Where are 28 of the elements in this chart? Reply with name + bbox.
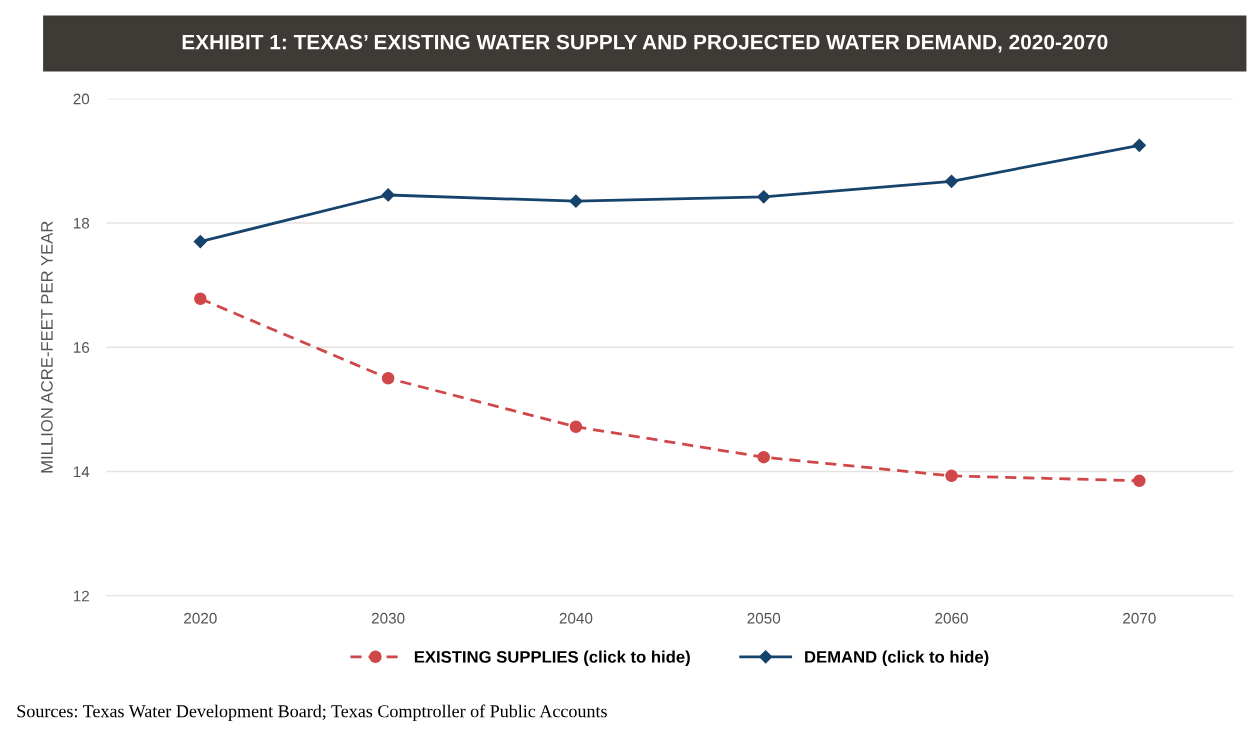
legend-label: EXISTING SUPPLIES (click to hide) [414, 650, 690, 667]
point [757, 190, 771, 204]
point [1133, 474, 1146, 488]
x-tick-label: 2030 [371, 612, 405, 624]
point [945, 469, 958, 483]
point [757, 450, 770, 464]
source-note: Sources: Texas Water Development Board; Texas Comptroller of Public Accounts [17, 704, 607, 721]
y-axis-title: MILLION ACRE-FEET PER YEAR [41, 221, 53, 473]
chart-title: EXHIBIT 1: TEXAS’ EXISTING WATER SUPPLY AND PROJECTED WATER DEMAND, 2020-2070 [182, 34, 1108, 53]
point [569, 420, 583, 434]
point [1132, 138, 1146, 152]
x-tick-label: 2040 [559, 612, 593, 624]
point [944, 174, 959, 188]
y-tick-label: 18 [73, 217, 90, 229]
point [381, 372, 395, 385]
y-tick-label: 14 [73, 466, 90, 478]
x-tick-label: 2070 [1123, 612, 1156, 624]
legend-label: DEMAND (click to hide) [805, 650, 989, 667]
x-tick-label: 2020 [184, 612, 217, 624]
point [194, 292, 207, 306]
y-tick-label: 12 [73, 590, 89, 602]
y-tick-label: 16 [73, 342, 90, 353]
point [381, 188, 395, 202]
point [569, 194, 583, 208]
point [193, 235, 207, 249]
x-tick-label: 2060 [935, 612, 968, 624]
x-tick-label: 2050 [747, 612, 781, 624]
y-tick-label: 20 [73, 93, 90, 105]
